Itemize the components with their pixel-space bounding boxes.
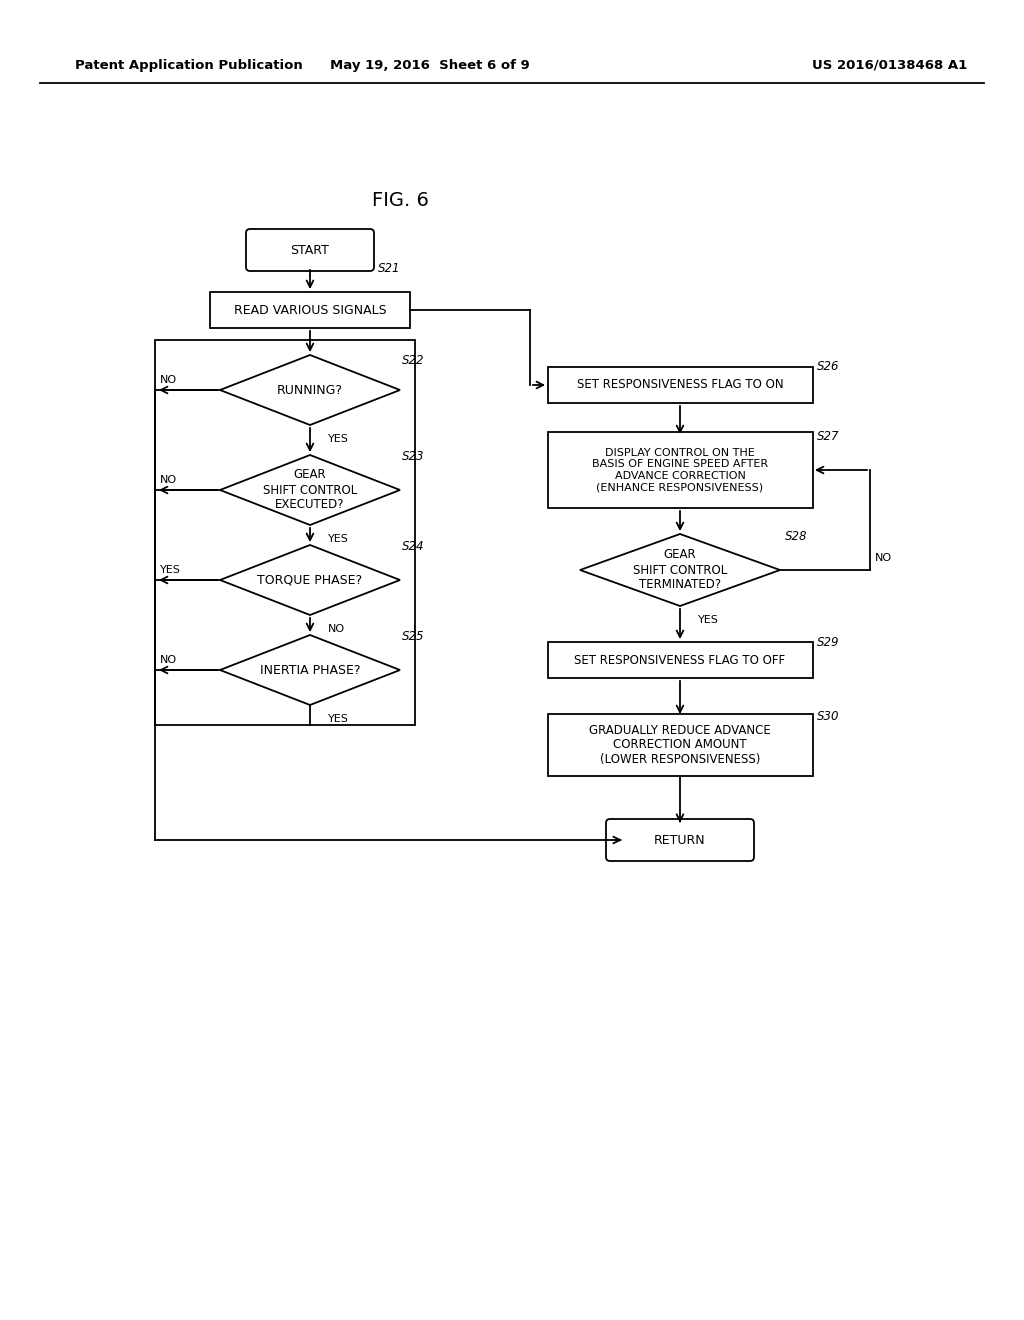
Bar [210,292,410,327]
Text: GRADUALLY REDUCE ADVANCE
CORRECTION AMOUNT
(LOWER RESPONSIVENESS): GRADUALLY REDUCE ADVANCE CORRECTION AMOU… [589,723,771,767]
Text: S23: S23 [402,450,425,463]
Text: READ VARIOUS SIGNALS: READ VARIOUS SIGNALS [233,304,386,317]
Text: NO: NO [160,655,177,665]
Text: START: START [291,243,330,256]
Polygon shape [220,455,400,525]
Bar [155,341,415,725]
Text: SET RESPONSIVENESS FLAG TO OFF: SET RESPONSIVENESS FLAG TO OFF [574,653,785,667]
FancyBboxPatch shape [246,228,374,271]
Text: YES: YES [328,535,349,544]
Bar [548,642,812,678]
Text: NO: NO [160,475,177,484]
Text: YES: YES [328,434,349,444]
Text: DISPLAY CONTROL ON THE
BASIS OF ENGINE SPEED AFTER
ADVANCE CORRECTION
(ENHANCE R: DISPLAY CONTROL ON THE BASIS OF ENGINE S… [592,447,768,492]
Text: S29: S29 [817,635,840,648]
Text: S30: S30 [817,710,840,723]
Text: NO: NO [328,624,345,634]
Text: S26: S26 [817,360,840,374]
Text: YES: YES [328,714,349,723]
Text: GEAR
SHIFT CONTROL
EXECUTED?: GEAR SHIFT CONTROL EXECUTED? [263,469,357,511]
Text: S22: S22 [402,354,425,367]
Text: RETURN: RETURN [654,833,706,846]
Text: SET RESPONSIVENESS FLAG TO ON: SET RESPONSIVENESS FLAG TO ON [577,379,783,392]
Text: GEAR
SHIFT CONTROL
TERMINATED?: GEAR SHIFT CONTROL TERMINATED? [633,549,727,591]
Text: INERTIA PHASE?: INERTIA PHASE? [260,664,360,676]
Text: S25: S25 [402,631,425,644]
Text: YES: YES [698,615,719,624]
Text: NO: NO [874,553,892,564]
Polygon shape [220,355,400,425]
FancyBboxPatch shape [606,818,754,861]
Bar [548,432,812,508]
Text: YES: YES [160,565,181,576]
Text: S21: S21 [378,261,400,275]
Polygon shape [220,545,400,615]
Text: US 2016/0138468 A1: US 2016/0138468 A1 [812,58,968,71]
Text: TORQUE PHASE?: TORQUE PHASE? [257,573,362,586]
Polygon shape [580,535,780,606]
Text: RUNNING?: RUNNING? [278,384,343,396]
Text: S28: S28 [785,529,808,543]
Bar [548,714,812,776]
Text: FIG. 6: FIG. 6 [372,190,428,210]
Polygon shape [220,635,400,705]
Text: NO: NO [160,375,177,385]
Text: May 19, 2016  Sheet 6 of 9: May 19, 2016 Sheet 6 of 9 [330,58,529,71]
Bar [548,367,812,403]
Text: Patent Application Publication: Patent Application Publication [75,58,303,71]
Text: S24: S24 [402,540,425,553]
Text: S27: S27 [817,429,840,442]
